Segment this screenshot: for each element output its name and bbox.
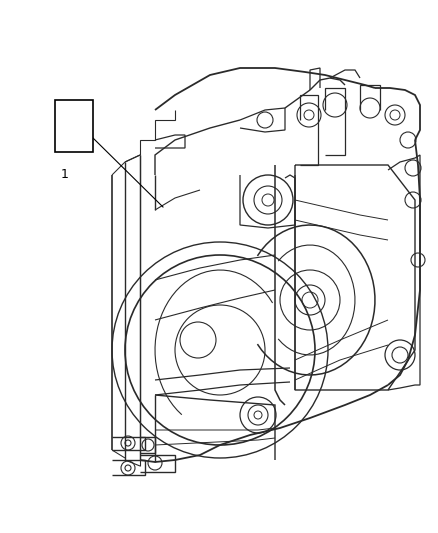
Text: 1: 1 — [61, 168, 69, 181]
Bar — [55, 100, 93, 152]
